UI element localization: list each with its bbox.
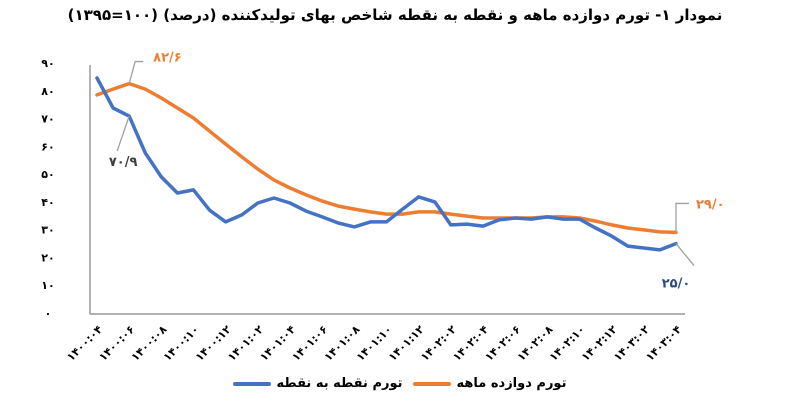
- legend-item-annual[interactable]: تورم دوازده ماهه: [412, 376, 567, 391]
- series-lines: [95, 76, 678, 252]
- y-tick-label: ۷۰: [41, 113, 54, 126]
- legend-swatch-orange: [412, 381, 451, 386]
- y-tick-label: ۰: [45, 307, 52, 320]
- data-annotations: ۸۲/۶ ۷۰/۹ ۲۹/۰ ۲۵/۰: [109, 51, 725, 292]
- legend-label: تورم دوازده ماهه: [456, 376, 567, 391]
- y-axis-tick-labels: ۰ ۱۰ ۲۰ ۳۰ ۴۰ ۵۰ ۶۰ ۷۰ ۸۰ ۹۰: [41, 57, 54, 320]
- series-line: [95, 76, 678, 252]
- legend-label: تورم نقطه به نقطه: [276, 376, 403, 391]
- legend-swatch-blue: [232, 381, 271, 386]
- x-tick-label: ۱۴۰۳:۰۴: [643, 323, 684, 364]
- chart-title: نمودار ۱- تورم دوازده ماهه و نقطه به نقط…: [67, 6, 723, 24]
- annotation-leader-line: [116, 115, 130, 152]
- annotation-leader-line: [675, 243, 695, 266]
- annotation-label: ۷۰/۹: [109, 155, 138, 170]
- y-tick-label: ۴۰: [41, 196, 54, 209]
- y-tick-label: ۸۰: [41, 85, 54, 98]
- legend: تورم دوازده ماهه تورم نقطه به نقطه: [0, 376, 799, 391]
- y-tick-label: ۱۰: [41, 279, 54, 292]
- y-tick-label: ۳۰: [41, 224, 54, 237]
- x-axis-tick-labels: ۱۴۰۰:۰۴۱۴۰۰:۰۶۱۴۰۰:۰۸۱۴۰۰:۱۰۱۴۰۰:۱۲۱۴۰۱:…: [64, 323, 684, 364]
- y-tick-label: ۶۰: [41, 140, 54, 153]
- y-tick-label: ۹۰: [41, 57, 54, 70]
- series-line: [95, 81, 678, 235]
- annotation-label: ۲۵/۰: [662, 277, 691, 292]
- y-tick-label: ۲۰: [41, 251, 54, 264]
- legend-item-point[interactable]: تورم نقطه به نقطه: [232, 376, 403, 391]
- annotation-label: ۲۹/۰: [696, 197, 725, 212]
- y-tick-label: ۵۰: [41, 168, 54, 181]
- annotation-leader-line: [675, 202, 689, 233]
- annotation-label: ۸۲/۶: [153, 51, 182, 66]
- annotation-leader-line: [128, 60, 144, 84]
